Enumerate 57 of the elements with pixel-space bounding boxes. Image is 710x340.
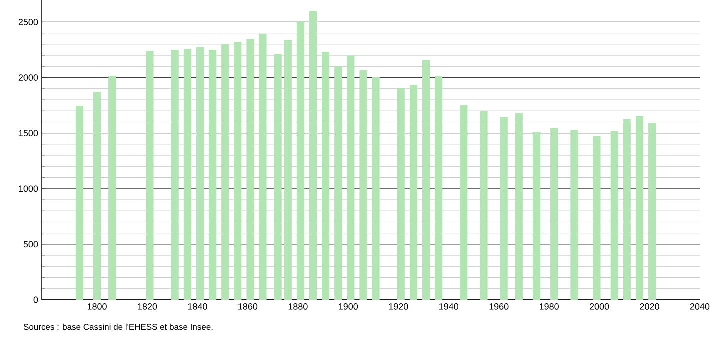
bar xyxy=(570,130,578,300)
x-tick-label: 1820 xyxy=(138,304,158,310)
bar xyxy=(410,85,418,300)
bar xyxy=(274,54,282,300)
bar xyxy=(435,76,443,300)
x-tick-label: 1800 xyxy=(88,304,107,310)
bar xyxy=(184,49,192,300)
x-tick-label: 2000 xyxy=(590,304,610,310)
x-tick-label: 1900 xyxy=(339,304,358,310)
x-tick-label: 1880 xyxy=(288,304,308,310)
bar xyxy=(515,113,523,300)
bar xyxy=(309,11,318,300)
bar xyxy=(480,112,488,300)
y-tick-label: 2000 xyxy=(18,74,38,81)
bar xyxy=(648,123,656,300)
bar xyxy=(372,78,380,300)
bar xyxy=(234,42,242,300)
bar xyxy=(259,34,267,300)
bar xyxy=(296,22,304,300)
x-tick-label: 1840 xyxy=(188,304,208,310)
x-tick-label: 1860 xyxy=(238,304,258,310)
x-tick-label: 1940 xyxy=(440,304,459,310)
x-tick-label: 2040 xyxy=(690,304,710,310)
bar xyxy=(550,128,558,300)
bar xyxy=(636,116,644,300)
bar xyxy=(146,51,154,300)
x-tick-label: 1980 xyxy=(540,304,559,310)
bar xyxy=(397,88,405,300)
bar xyxy=(360,70,368,300)
bar xyxy=(334,66,342,300)
y-tick-label: 500 xyxy=(24,241,38,248)
y-tick-label: 1500 xyxy=(19,130,38,137)
bar xyxy=(284,40,292,300)
y-tick-label: 0 xyxy=(34,296,38,304)
bar xyxy=(460,106,468,300)
bar xyxy=(209,50,217,300)
bar xyxy=(422,60,430,300)
bar xyxy=(222,44,230,300)
x-tick-label: 2020 xyxy=(640,304,660,310)
bar xyxy=(623,119,631,300)
bar xyxy=(246,39,254,300)
x-tick-label: 1960 xyxy=(490,304,509,310)
bar xyxy=(610,132,618,300)
bar xyxy=(532,132,541,300)
y-tick-label: 1000 xyxy=(19,186,38,192)
bar xyxy=(171,50,179,300)
x-tick-label: 1920 xyxy=(389,304,408,310)
bar xyxy=(500,117,508,300)
bar xyxy=(322,52,330,300)
bar xyxy=(76,106,84,300)
bar xyxy=(593,136,601,300)
y-tick-label: 2500 xyxy=(18,19,38,26)
bar xyxy=(108,76,116,300)
bar xyxy=(93,92,102,300)
bar xyxy=(196,47,204,300)
bar xyxy=(347,56,355,300)
source-note: Sources : base Cassini de l'EHESS et base Insee. xyxy=(24,324,213,330)
